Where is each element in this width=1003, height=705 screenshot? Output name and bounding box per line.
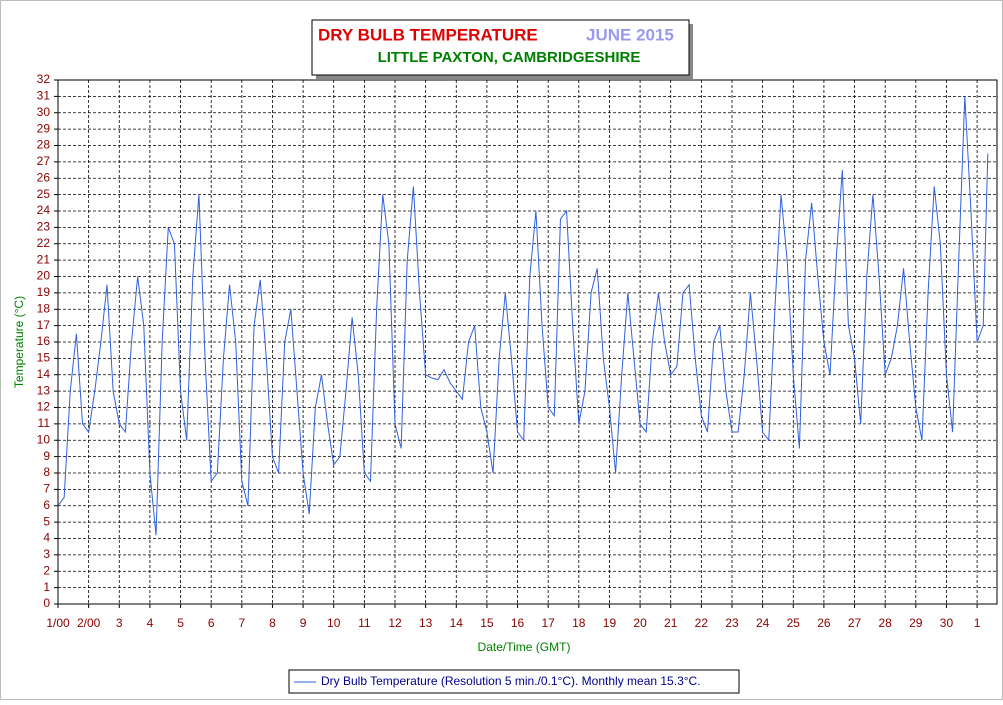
x-tick-label: 26 [817, 616, 831, 630]
y-tick-label: 27 [37, 154, 51, 168]
y-tick-label: 18 [37, 301, 51, 315]
y-tick-label: 2 [43, 563, 50, 577]
y-tick-label: 32 [37, 72, 51, 86]
x-tick-label: 10 [327, 616, 341, 630]
y-tick-label: 6 [43, 498, 50, 512]
chart-title: DRY BULB TEMPERATURE [318, 25, 538, 44]
plot-border [57, 79, 998, 605]
y-tick-label: 5 [43, 514, 50, 528]
x-tick-label: 7 [238, 616, 245, 630]
chart-title-date: JUNE 2015 [586, 25, 674, 44]
y-tick-label: 29 [37, 121, 51, 135]
x-tick-label: 6 [208, 616, 215, 630]
y-tick-label: 9 [43, 449, 50, 463]
x-tick-label: 1/00 [46, 616, 70, 630]
chart-subtitle: LITTLE PAXTON, CAMBRIDGESHIRE [378, 49, 641, 66]
x-tick-label: 4 [147, 616, 154, 630]
x-tick-label: 22 [695, 616, 709, 630]
y-tick-label: 11 [38, 416, 51, 430]
x-tick-label: 25 [787, 616, 801, 630]
x-tick-label: 19 [603, 616, 617, 630]
y-tick-label: 24 [37, 203, 51, 217]
y-tick-label: 7 [43, 482, 50, 496]
y-tick-label: 22 [37, 236, 51, 250]
x-tick-label: 23 [725, 616, 739, 630]
x-tick-label: 9 [300, 616, 307, 630]
title-box [311, 19, 690, 76]
x-tick-label: 17 [541, 616, 555, 630]
y-tick-label: 4 [43, 531, 50, 545]
y-tick-label: 8 [43, 465, 50, 479]
x-tick-label: 20 [633, 616, 647, 630]
y-tick-label: 0 [43, 596, 50, 610]
legend-box [288, 669, 740, 694]
x-tick-label: 1 [974, 616, 981, 630]
y-tick-label: 21 [37, 252, 51, 266]
x-tick-label: 16 [511, 616, 525, 630]
y-tick-label: 23 [37, 220, 51, 234]
x-tick-label: 30 [940, 616, 954, 630]
y-tick-label: 1 [43, 580, 50, 594]
legend-label: Dry Bulb Temperature (Resolution 5 min./… [321, 674, 701, 688]
y-tick-label: 30 [37, 105, 51, 119]
y-tick-label: 31 [37, 89, 51, 103]
plot-area: 0123456789101112131415161718192021222324… [37, 72, 998, 688]
y-tick-label: 28 [37, 138, 51, 152]
x-tick-label: 24 [756, 616, 770, 630]
x-tick-label: 28 [878, 616, 892, 630]
x-tick-label: 29 [909, 616, 923, 630]
x-tick-label: 11 [358, 616, 371, 630]
y-tick-label: 16 [37, 334, 51, 348]
y-tick-label: 20 [37, 269, 51, 283]
y-tick-label: 26 [37, 170, 51, 184]
x-tick-label: 15 [480, 616, 494, 630]
x-tick-label: 8 [269, 616, 276, 630]
y-tick-label: 25 [37, 187, 51, 201]
y-tick-label: 12 [37, 400, 51, 414]
y-tick-label: 13 [37, 383, 51, 397]
x-tick-label: 14 [450, 616, 464, 630]
x-tick-label: 12 [388, 616, 402, 630]
x-tick-label: 21 [664, 616, 678, 630]
x-tick-label: 18 [572, 616, 586, 630]
y-tick-label: 14 [37, 367, 51, 381]
y-tick-label: 3 [43, 547, 50, 561]
data-line [57, 96, 989, 536]
y-tick-label: 19 [37, 285, 51, 299]
x-tick-label: 13 [419, 616, 433, 630]
x-tick-label: 5 [177, 616, 184, 630]
y-axis-label: Temperature (°C) [12, 296, 26, 388]
x-tick-label: 3 [116, 616, 123, 630]
x-tick-label: 2/00 [77, 616, 101, 630]
y-tick-label: 15 [37, 351, 51, 365]
y-tick-label: 17 [37, 318, 51, 332]
x-tick-label: 27 [848, 616, 862, 630]
y-tick-label: 10 [37, 432, 51, 446]
x-axis-label: Date/Time (GMT) [478, 640, 571, 654]
